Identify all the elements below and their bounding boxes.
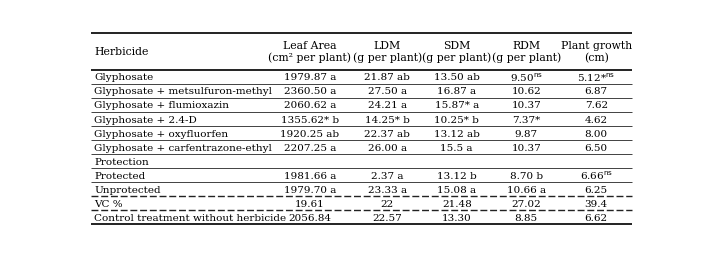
- Text: 27.50 a: 27.50 a: [368, 87, 407, 96]
- Text: 15.87* a: 15.87* a: [434, 101, 479, 110]
- Text: RDM
(g per plant): RDM (g per plant): [491, 41, 561, 63]
- Text: 21.87 ab: 21.87 ab: [364, 73, 410, 82]
- Text: 5.12*$^{\rm ns}$: 5.12*$^{\rm ns}$: [577, 71, 615, 84]
- Text: 10.62: 10.62: [511, 87, 541, 96]
- Text: 6.87: 6.87: [585, 87, 608, 96]
- Text: 7.37*: 7.37*: [512, 115, 541, 124]
- Text: 8.00: 8.00: [585, 129, 608, 138]
- Text: 8.70 b: 8.70 b: [510, 171, 543, 180]
- Text: Glyphosate + carfentrazone-ethyl: Glyphosate + carfentrazone-ethyl: [94, 143, 272, 152]
- Text: 2060.62 a: 2060.62 a: [283, 101, 336, 110]
- Text: 1920.25 ab: 1920.25 ab: [280, 129, 340, 138]
- Text: Control treatment without herbicide: Control treatment without herbicide: [94, 213, 287, 222]
- Text: Protected: Protected: [94, 171, 146, 180]
- Text: 19.61: 19.61: [295, 199, 325, 208]
- Text: 2360.50 a: 2360.50 a: [283, 87, 336, 96]
- Text: 10.37: 10.37: [511, 143, 541, 152]
- Text: Glyphosate + metsulfuron-methyl: Glyphosate + metsulfuron-methyl: [94, 87, 273, 96]
- Text: Leaf Area
(cm² per plant): Leaf Area (cm² per plant): [269, 41, 352, 63]
- Text: 1979.70 a: 1979.70 a: [283, 185, 336, 194]
- Text: 7.62: 7.62: [585, 101, 608, 110]
- Text: SDM
(g per plant): SDM (g per plant): [422, 41, 491, 63]
- Text: 2207.25 a: 2207.25 a: [283, 143, 336, 152]
- Text: 27.02: 27.02: [511, 199, 541, 208]
- Text: 1355.62* b: 1355.62* b: [280, 115, 339, 124]
- Text: VC %: VC %: [94, 199, 123, 208]
- Text: Glyphosate + oxyfluorfen: Glyphosate + oxyfluorfen: [94, 129, 228, 138]
- Text: Glyphosate + flumioxazin: Glyphosate + flumioxazin: [94, 101, 229, 110]
- Text: 10.25* b: 10.25* b: [434, 115, 479, 124]
- Text: 22.37 ab: 22.37 ab: [364, 129, 410, 138]
- Text: 8.85: 8.85: [515, 213, 538, 222]
- Text: 23.33 a: 23.33 a: [368, 185, 407, 194]
- Text: 26.00 a: 26.00 a: [368, 143, 407, 152]
- Text: 16.87 a: 16.87 a: [437, 87, 476, 96]
- Text: Herbicide: Herbicide: [94, 47, 149, 57]
- Text: 9.87: 9.87: [515, 129, 538, 138]
- Text: LDM
(g per plant): LDM (g per plant): [352, 41, 422, 63]
- Text: Glyphosate: Glyphosate: [94, 73, 154, 82]
- Text: Plant growth
(cm): Plant growth (cm): [561, 41, 632, 63]
- Text: 13.12 ab: 13.12 ab: [434, 129, 479, 138]
- Text: 9.50$^{\rm ns}$: 9.50$^{\rm ns}$: [510, 71, 543, 84]
- Text: 14.25* b: 14.25* b: [365, 115, 410, 124]
- Text: 6.25: 6.25: [585, 185, 608, 194]
- Text: 13.12 b: 13.12 b: [437, 171, 477, 180]
- Text: Protection: Protection: [94, 157, 149, 166]
- Text: 6.66$^{\rm ns}$: 6.66$^{\rm ns}$: [580, 169, 613, 182]
- Text: Glyphosate + 2.4-D: Glyphosate + 2.4-D: [94, 115, 197, 124]
- Text: 1981.66 a: 1981.66 a: [283, 171, 336, 180]
- Text: 6.50: 6.50: [585, 143, 608, 152]
- Text: 39.4: 39.4: [585, 199, 608, 208]
- Text: Unprotected: Unprotected: [94, 185, 161, 194]
- Text: 10.37: 10.37: [511, 101, 541, 110]
- Text: 13.50 ab: 13.50 ab: [434, 73, 479, 82]
- Text: 15.5 a: 15.5 a: [441, 143, 473, 152]
- Text: 2.37 a: 2.37 a: [371, 171, 404, 180]
- Text: 2056.84: 2056.84: [288, 213, 331, 222]
- Text: 22: 22: [380, 199, 394, 208]
- Text: 1979.87 a: 1979.87 a: [283, 73, 336, 82]
- Text: 4.62: 4.62: [585, 115, 608, 124]
- Text: 22.57: 22.57: [373, 213, 402, 222]
- Text: 21.48: 21.48: [441, 199, 472, 208]
- Text: 24.21 a: 24.21 a: [368, 101, 407, 110]
- Text: 6.62: 6.62: [585, 213, 608, 222]
- Text: 13.30: 13.30: [441, 213, 472, 222]
- Text: 10.66 a: 10.66 a: [507, 185, 546, 194]
- Text: 15.08 a: 15.08 a: [437, 185, 476, 194]
